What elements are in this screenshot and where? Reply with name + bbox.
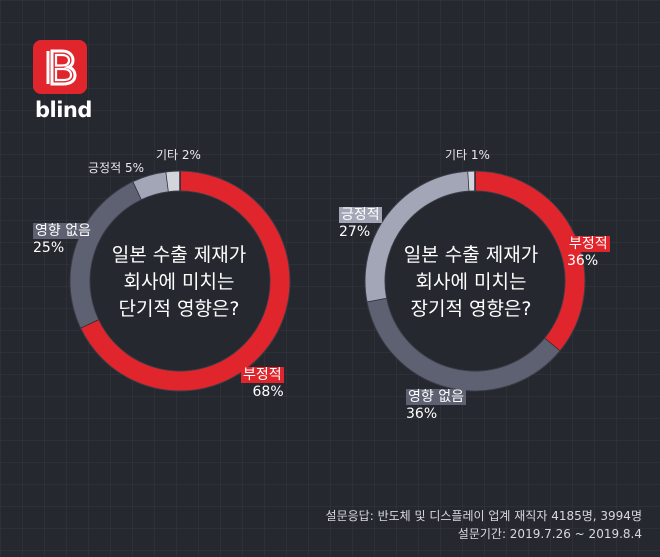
label-short-positive: 긍정적 5% — [88, 161, 144, 175]
label-long-negative: 부정적 36% — [567, 236, 610, 269]
label-long-positive: 긍정적 27% — [339, 207, 382, 240]
donut-slice-1-1 — [367, 297, 560, 391]
label-long-other: 기타 1% — [445, 148, 490, 162]
blind-logo: blind — [33, 40, 93, 125]
donut-slice-0-3 — [166, 171, 181, 192]
survey-footnote: 설문응답: 반도체 및 디스플레이 업계 재직자 4185명, 3994명 설문… — [326, 507, 642, 543]
donut-slice-0-1 — [70, 181, 142, 328]
label-long-no-impact: 영향 없음 36% — [406, 389, 466, 422]
donut-slice-1-0 — [474, 171, 585, 351]
donut-slice-1-2 — [365, 171, 470, 302]
label-short-negative: 부정적 68% — [241, 367, 284, 400]
blind-wordmark: blind — [35, 98, 92, 122]
donut-slice-0-0 — [80, 171, 290, 391]
donut-long-term — [364, 170, 586, 392]
blind-b-logo-icon — [33, 40, 87, 94]
donut-center — [385, 191, 565, 371]
donut-slice-0-2 — [133, 172, 169, 200]
survey-respondents: 설문응답: 반도체 및 디스플레이 업계 재직자 4185명, 3994명 — [325, 509, 642, 523]
survey-period: 설문기간: 2019.7.26 ~ 2019.8.4 — [457, 527, 642, 541]
label-short-other: 기타 2% — [156, 148, 201, 162]
chart-title-short-term: 일본 수출 제재가 회사에 미치는 단기적 영향은? — [111, 244, 247, 320]
label-short-no-impact: 영향 없음 25% — [33, 223, 93, 256]
chart-title-long-term: 일본 수출 제재가 회사에 미치는 장기적 영향은? — [403, 244, 539, 320]
donut-short-term — [69, 170, 291, 392]
donut-center — [90, 191, 270, 371]
